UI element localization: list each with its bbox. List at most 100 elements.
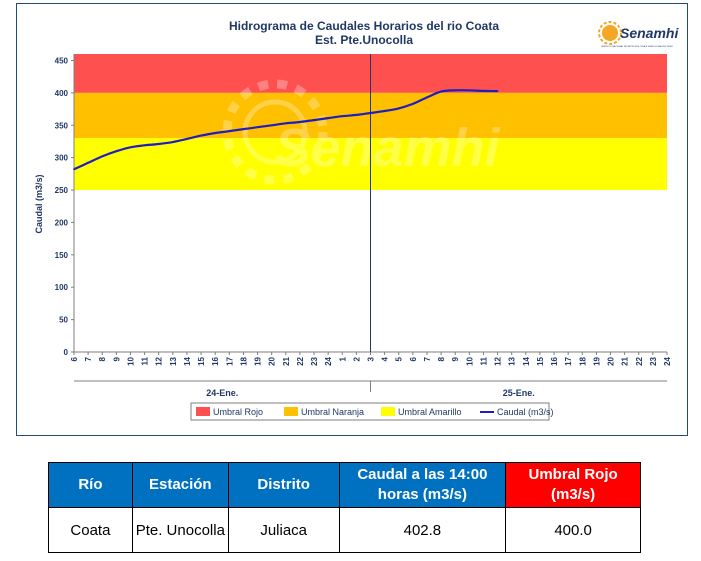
data-point [468,89,471,92]
legend-label: Caudal (m3/s) [497,407,554,417]
y-tick-label: 350 [55,121,69,130]
x-tick-label: 23 [310,356,319,365]
y-tick-label: 300 [55,154,69,163]
x-axis-ticks: 6 7 8 9 10 11 12 13 14 15 16 17 18 19 20 21 22 23 24 1 2 3 4 5 6… [70,352,672,366]
x-tick-label: 8 [98,356,107,361]
y-tick-label: 100 [55,283,69,292]
cell-caudal: 402.8 [338,507,507,553]
senamhi-logo: Senamhi SERVICIO NACIONAL DE METEOROLOGÍ… [598,21,679,48]
data-point [412,103,414,105]
x-tick-label: 17 [225,356,234,365]
x-tick-label: 16 [211,356,220,365]
x-tick-label: 21 [282,356,291,365]
data-point [440,90,442,93]
chart-title: Hidrograma de Caudales Horarios del rio … [229,19,499,33]
data-point [256,126,259,129]
data-point [341,115,344,117]
table-header-row: Río Estación Distrito Caudal a las 14:00… [48,462,641,508]
x-tick-label: 18 [578,356,587,365]
y-tick-label: 150 [55,251,69,260]
data-point [327,117,329,119]
sun-watermark-icon [222,79,328,185]
x-tick-label: 17 [564,356,573,365]
data-point [383,110,386,112]
x-tick-label: 11 [479,356,488,365]
x-tick-label: 13 [169,356,178,365]
data-point [101,155,104,158]
data-point [397,107,400,110]
table-row: Coata Pte. Unocolla Juliaca 402.8 400.0 [48,507,641,553]
y-tick-label: 250 [55,186,69,195]
data-point [496,90,499,92]
x-tick-label: 12 [155,356,164,365]
y-tick-label: 50 [59,316,68,325]
data-point [242,128,245,130]
data-point [143,144,146,147]
data-point [87,162,89,164]
y-axis-ticks: 0 50 100 150 200 250 300 350 400 450 [55,56,74,357]
data-point [270,124,273,127]
data-point [426,96,428,99]
legend-label: Umbral Naranja [301,407,364,417]
x-tick-label: 16 [550,356,559,365]
x-tick-label: 6 [70,356,79,361]
legend: Umbral Rojo Umbral Naranja Umbral Amarillo… [190,402,554,421]
x-tick-label: 6 [409,356,418,361]
cell-rio: Coata [48,507,133,553]
x-tick-label: 14 [183,356,192,365]
data-point [186,138,188,140]
y-tick-label: 0 [64,348,69,357]
sun-logo-icon [598,21,622,45]
y-tick-label: 400 [55,89,69,98]
x-tick-label: 9 [112,356,121,361]
chart-frame: Hidrograma de Caudales Horarios del rio … [16,3,688,436]
x-tick-label: 7 [84,356,93,361]
station-table: Río Estación Distrito Caudal a las 14:00… [48,462,641,553]
legend-swatch [381,407,395,416]
x-tick-label: 15 [197,356,206,365]
data-point [284,122,287,125]
x-tick-label: 13 [508,356,517,365]
chart-subtitle: Est. Pte.Unocolla [315,33,413,47]
hydrograph-chart: Hidrograma de Caudales Horarios del rio … [34,19,679,421]
x-tick-label: 3 [367,356,376,361]
header-rio: Río [48,462,133,508]
header-distrito: Distrito [227,462,340,508]
cell-distrito: Juliaca [227,507,340,553]
x-tick-label: 24 [663,356,672,365]
legend-swatch [284,407,298,416]
x-tick-label: 8 [437,356,446,361]
data-point [129,146,132,149]
x-tick-label: 9 [451,356,460,361]
x-tick-label: 7 [423,356,432,361]
data-point [214,132,216,134]
y-tick-label: 450 [55,56,69,65]
series-layer [73,89,499,171]
data-point [200,134,202,137]
data-point [73,168,75,171]
data-point [369,112,372,114]
x-tick-label: 1 [338,356,347,361]
x-tick-label: 20 [268,356,277,365]
watermark: Senamhi [222,79,501,185]
day-labels: 24-Ene. 25-Ene. [206,388,535,398]
x-tick-label: 23 [649,356,658,365]
cell-estacion: Pte. Unocolla [131,507,229,553]
data-point [482,90,485,92]
x-tick-label: 10 [465,356,474,365]
header-estacion: Estación [131,462,229,508]
data-point [313,119,315,121]
y-tick-label: 200 [55,218,69,227]
y-axis-label: Caudal (m3/s) [34,174,44,233]
x-tick-label: 20 [607,356,616,365]
x-tick-label: 14 [522,356,531,365]
x-tick-label: 15 [536,356,545,365]
data-point [355,114,358,116]
cell-umbral-rojo: 400.0 [505,507,641,553]
x-tick-label: 22 [635,356,644,365]
x-tick-label: 4 [381,356,390,361]
logo-text: Senamhi [620,25,679,41]
x-tick-label: 5 [395,356,404,361]
x-tick-label: 11 [141,356,150,365]
data-point [115,150,118,152]
